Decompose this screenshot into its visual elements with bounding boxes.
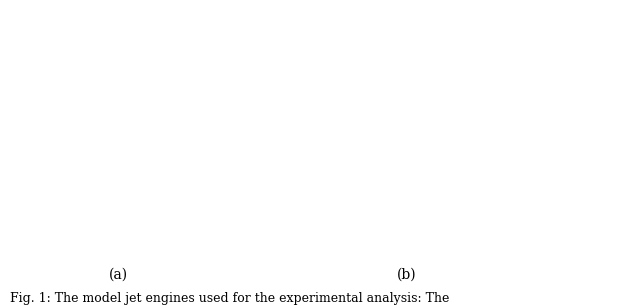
Text: Fig. 1: The model jet engines used for the experimental analysis: The: Fig. 1: The model jet engines used for t…	[10, 292, 449, 305]
Text: (b): (b)	[397, 268, 416, 282]
Text: (a): (a)	[109, 268, 128, 282]
